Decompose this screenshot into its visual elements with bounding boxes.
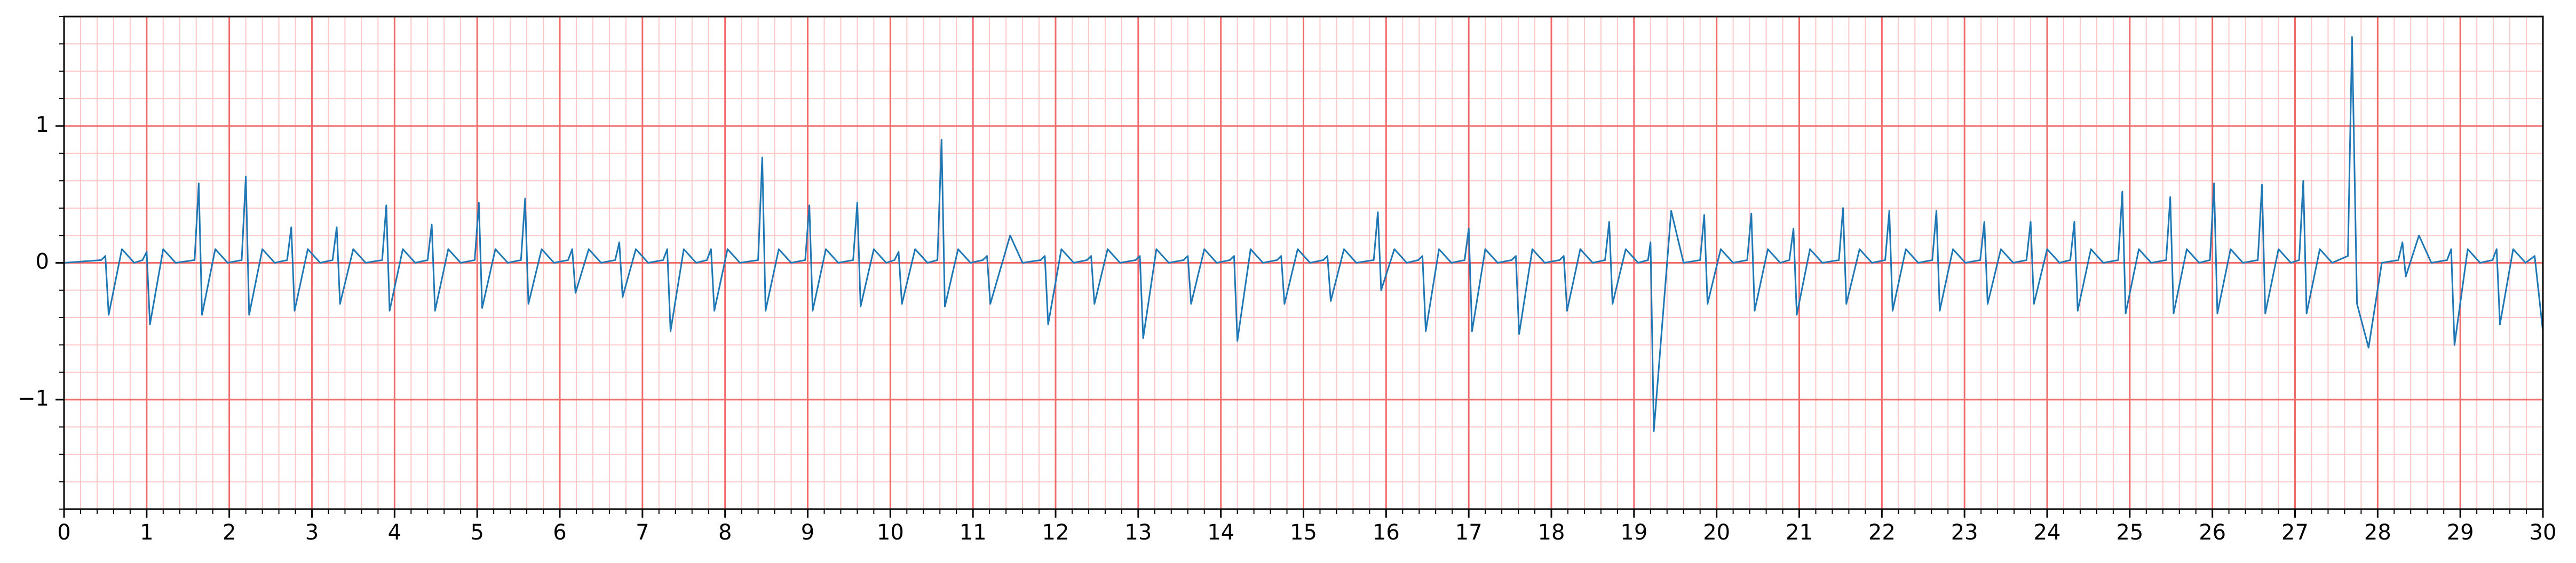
x-tick-label: 18 <box>1538 520 1565 545</box>
x-tick-label: 25 <box>2116 520 2143 545</box>
x-tick-label: 0 <box>57 520 70 545</box>
y-tick-label: −1 <box>18 386 49 411</box>
x-tick-label: 7 <box>636 520 649 545</box>
x-tick-label: 2 <box>223 520 236 545</box>
x-tick-label: 27 <box>2281 520 2309 545</box>
x-tick-label: 13 <box>1124 520 1152 545</box>
y-tick-label: 0 <box>36 250 49 274</box>
y-tick-label: 1 <box>36 113 49 137</box>
x-tick-label: 20 <box>1703 520 1730 545</box>
x-tick-label: 14 <box>1207 520 1234 545</box>
x-tick-label: 17 <box>1455 520 1483 545</box>
x-tick-label: 26 <box>2199 520 2226 545</box>
x-tick-label: 10 <box>877 520 904 545</box>
x-tick-label: 3 <box>305 520 319 545</box>
x-tick-label: 22 <box>1868 520 1896 545</box>
x-tick-label: 30 <box>2530 520 2557 545</box>
x-tick-label: 9 <box>801 520 814 545</box>
x-tick-label: 8 <box>718 520 732 545</box>
plot-frame <box>63 15 2544 510</box>
x-tick-label: 12 <box>1042 520 1069 545</box>
x-tick-label: 29 <box>2447 520 2474 545</box>
x-tick-label: 5 <box>470 520 484 545</box>
x-tick-label: 16 <box>1373 520 1400 545</box>
x-tick-label: 24 <box>2034 520 2061 545</box>
ecg-line <box>64 36 2544 432</box>
x-tick-label: 15 <box>1290 520 1317 545</box>
x-tick-label: 19 <box>1620 520 1647 545</box>
x-tick-label: 28 <box>2364 520 2391 545</box>
x-tick-label: 4 <box>388 520 401 545</box>
x-tick-label: 1 <box>140 520 153 545</box>
x-tick-label: 6 <box>553 520 566 545</box>
x-tick-label: 23 <box>1951 520 1978 545</box>
x-tick-label: 11 <box>960 520 987 545</box>
x-tick-label: 21 <box>1786 520 1813 545</box>
